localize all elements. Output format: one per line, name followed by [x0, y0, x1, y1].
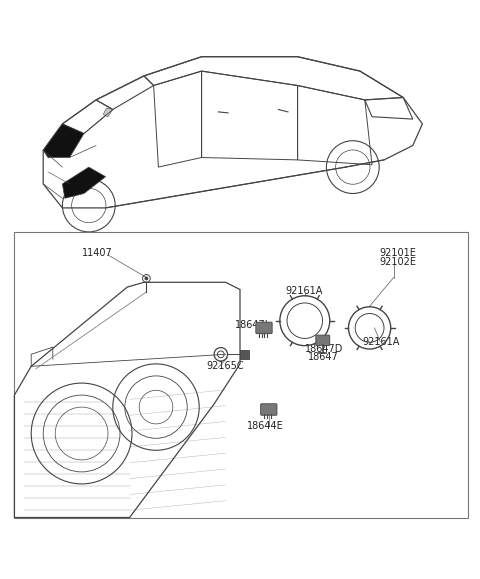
Bar — [14, 232, 468, 518]
Text: 92161A: 92161A — [286, 286, 323, 296]
Text: 18647: 18647 — [308, 351, 339, 362]
FancyBboxPatch shape — [240, 350, 249, 359]
Text: 18644E: 18644E — [247, 422, 284, 431]
Polygon shape — [103, 108, 113, 117]
Text: 11407: 11407 — [82, 248, 112, 258]
FancyBboxPatch shape — [256, 322, 272, 334]
Text: 18647D: 18647D — [305, 345, 343, 354]
Circle shape — [144, 277, 148, 280]
Text: 92165C: 92165C — [206, 361, 244, 371]
Text: 92102E: 92102E — [379, 256, 416, 267]
Text: 18647J: 18647J — [235, 321, 269, 331]
Polygon shape — [43, 124, 84, 157]
Text: 92161A: 92161A — [362, 338, 400, 347]
FancyBboxPatch shape — [261, 404, 277, 415]
Text: 92101E: 92101E — [379, 248, 416, 258]
FancyBboxPatch shape — [316, 335, 330, 346]
Polygon shape — [62, 167, 106, 198]
